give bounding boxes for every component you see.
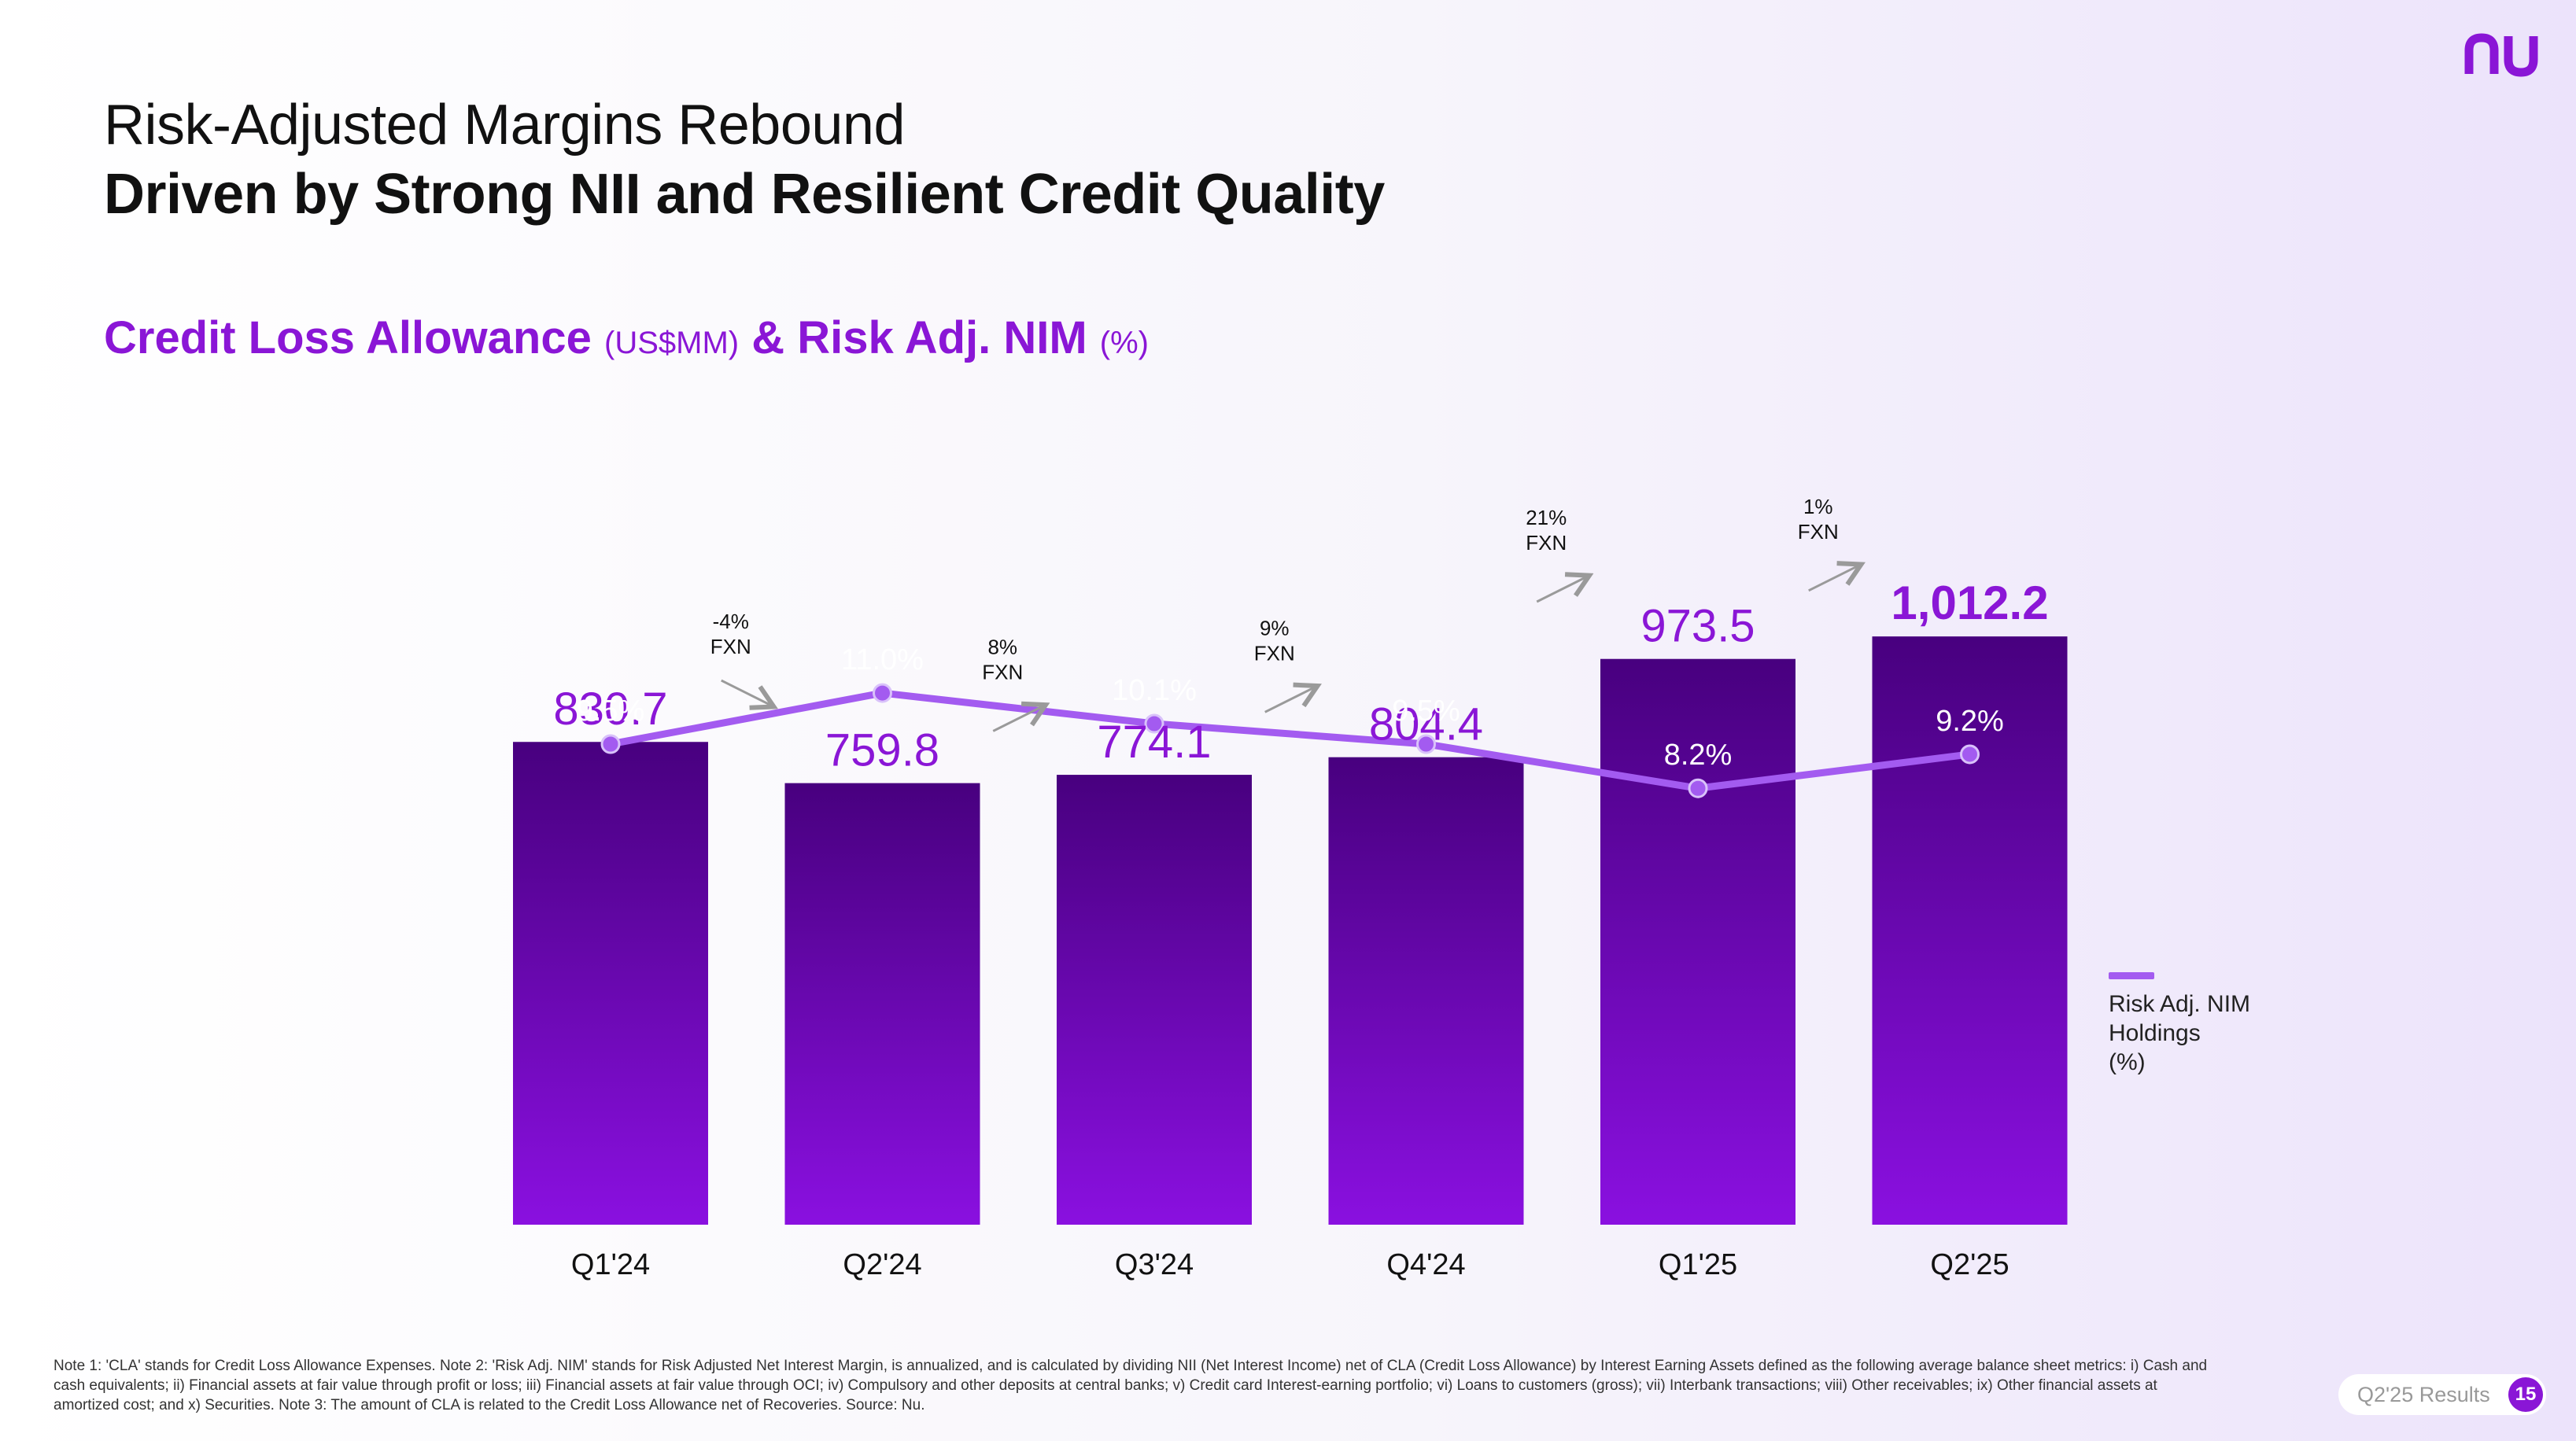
growth-arrow (1264, 687, 1316, 713)
legend-line-2: Holdings (2109, 1020, 2201, 1046)
chart-title: Credit Loss Allowance (US$MM) & Risk Adj… (104, 311, 1149, 364)
footer-label: Q2'25 Results (2357, 1382, 2490, 1406)
growth-pct-label: 21% (1526, 506, 1567, 529)
growth-arrow (1536, 577, 1587, 603)
legend-label: Risk Adj. NIM Holdings (%) (2109, 990, 2313, 1077)
growth-basis-label: FXN (710, 635, 751, 658)
bar-value-label: 774.1 (1097, 717, 1211, 768)
nim-value-label: 9.2% (1936, 705, 2004, 738)
growth-pct-label: -4% (713, 610, 749, 633)
nim-value-label: 10.1% (1112, 674, 1197, 707)
nim-line (610, 689, 1971, 792)
x-tick-label: Q2'25 (1930, 1248, 2009, 1281)
bar (1600, 658, 1795, 1225)
nim-value-label: 8.2% (1664, 739, 1733, 772)
growth-arrow (1808, 566, 1859, 592)
legend-line-3: (%) (2109, 1049, 2146, 1075)
chart-title-unit-1: (US$MM) (604, 326, 740, 360)
x-tick-label: Q4'24 (1386, 1248, 1465, 1281)
page-number: 15 (2508, 1377, 2543, 1412)
chart-title-main-2: & Risk Adj. NIM (751, 312, 1087, 363)
chart-title-unit-2: (%) (1099, 326, 1150, 360)
growth-pct-label: 1% (1803, 495, 1833, 518)
footnote: Note 1: 'CLA' stands for Credit Loss All… (54, 1358, 2208, 1413)
bar (1328, 757, 1524, 1225)
nim-value-label: 11.0% (841, 643, 924, 676)
line-layer (600, 683, 1980, 798)
x-tick-label: Q3'24 (1115, 1248, 1194, 1281)
nim-point (1688, 778, 1708, 798)
bar-value-label: 759.8 (825, 725, 939, 776)
growth-basis-label: FXN (1254, 641, 1295, 665)
nim-point (1144, 713, 1164, 734)
labels-layer: 830.7 Q1'24 759.8 Q2'24 774.1 Q3'24 804.4 Q4'24… (553, 577, 2048, 1281)
growth-pct-label: 9% (1260, 616, 1290, 639)
bar-value-label: 804.4 (1369, 699, 1483, 750)
bar (513, 742, 708, 1225)
nim-point (1960, 744, 1980, 765)
bar (1057, 775, 1252, 1225)
nu-logo (2464, 33, 2538, 77)
footer-badge: Q2'25 Results 15 (2338, 1374, 2546, 1415)
bar-value-label: 1,012.2 (1891, 577, 2048, 629)
x-tick-label: Q1'24 (571, 1248, 650, 1281)
bar-value-label: 973.5 (1640, 601, 1755, 652)
growth-arrow (721, 679, 772, 706)
growth-arrow (992, 706, 1043, 732)
nim-point (873, 683, 892, 703)
growth-basis-label: FXN (1798, 520, 1839, 544)
growth-basis-label: FXN (1526, 531, 1567, 555)
bar (784, 783, 980, 1225)
page-title: Risk-Adjusted Margins Rebound (104, 94, 906, 157)
bars-layer (513, 636, 2068, 1225)
legend-line-1: Risk Adj. NIM (2109, 991, 2251, 1017)
bar (1872, 636, 2068, 1225)
x-tick-label: Q1'25 (1659, 1248, 1737, 1281)
nim-point (1416, 734, 1436, 754)
nim-value-label: 9.5% (577, 695, 645, 728)
growth-basis-label: FXN (982, 660, 1023, 684)
bar-value-label: 830.7 (553, 684, 667, 735)
legend-swatch (2109, 972, 2154, 979)
growth-pct-label: 8% (987, 635, 1017, 658)
page-subtitle: Driven by Strong NII and Resilient Credi… (104, 163, 1385, 226)
chart-title-main-1: Credit Loss Allowance (104, 312, 592, 363)
nim-value-label: 9.5% (1392, 695, 1460, 728)
nim-point (600, 734, 621, 754)
x-tick-label: Q2'24 (843, 1248, 921, 1281)
